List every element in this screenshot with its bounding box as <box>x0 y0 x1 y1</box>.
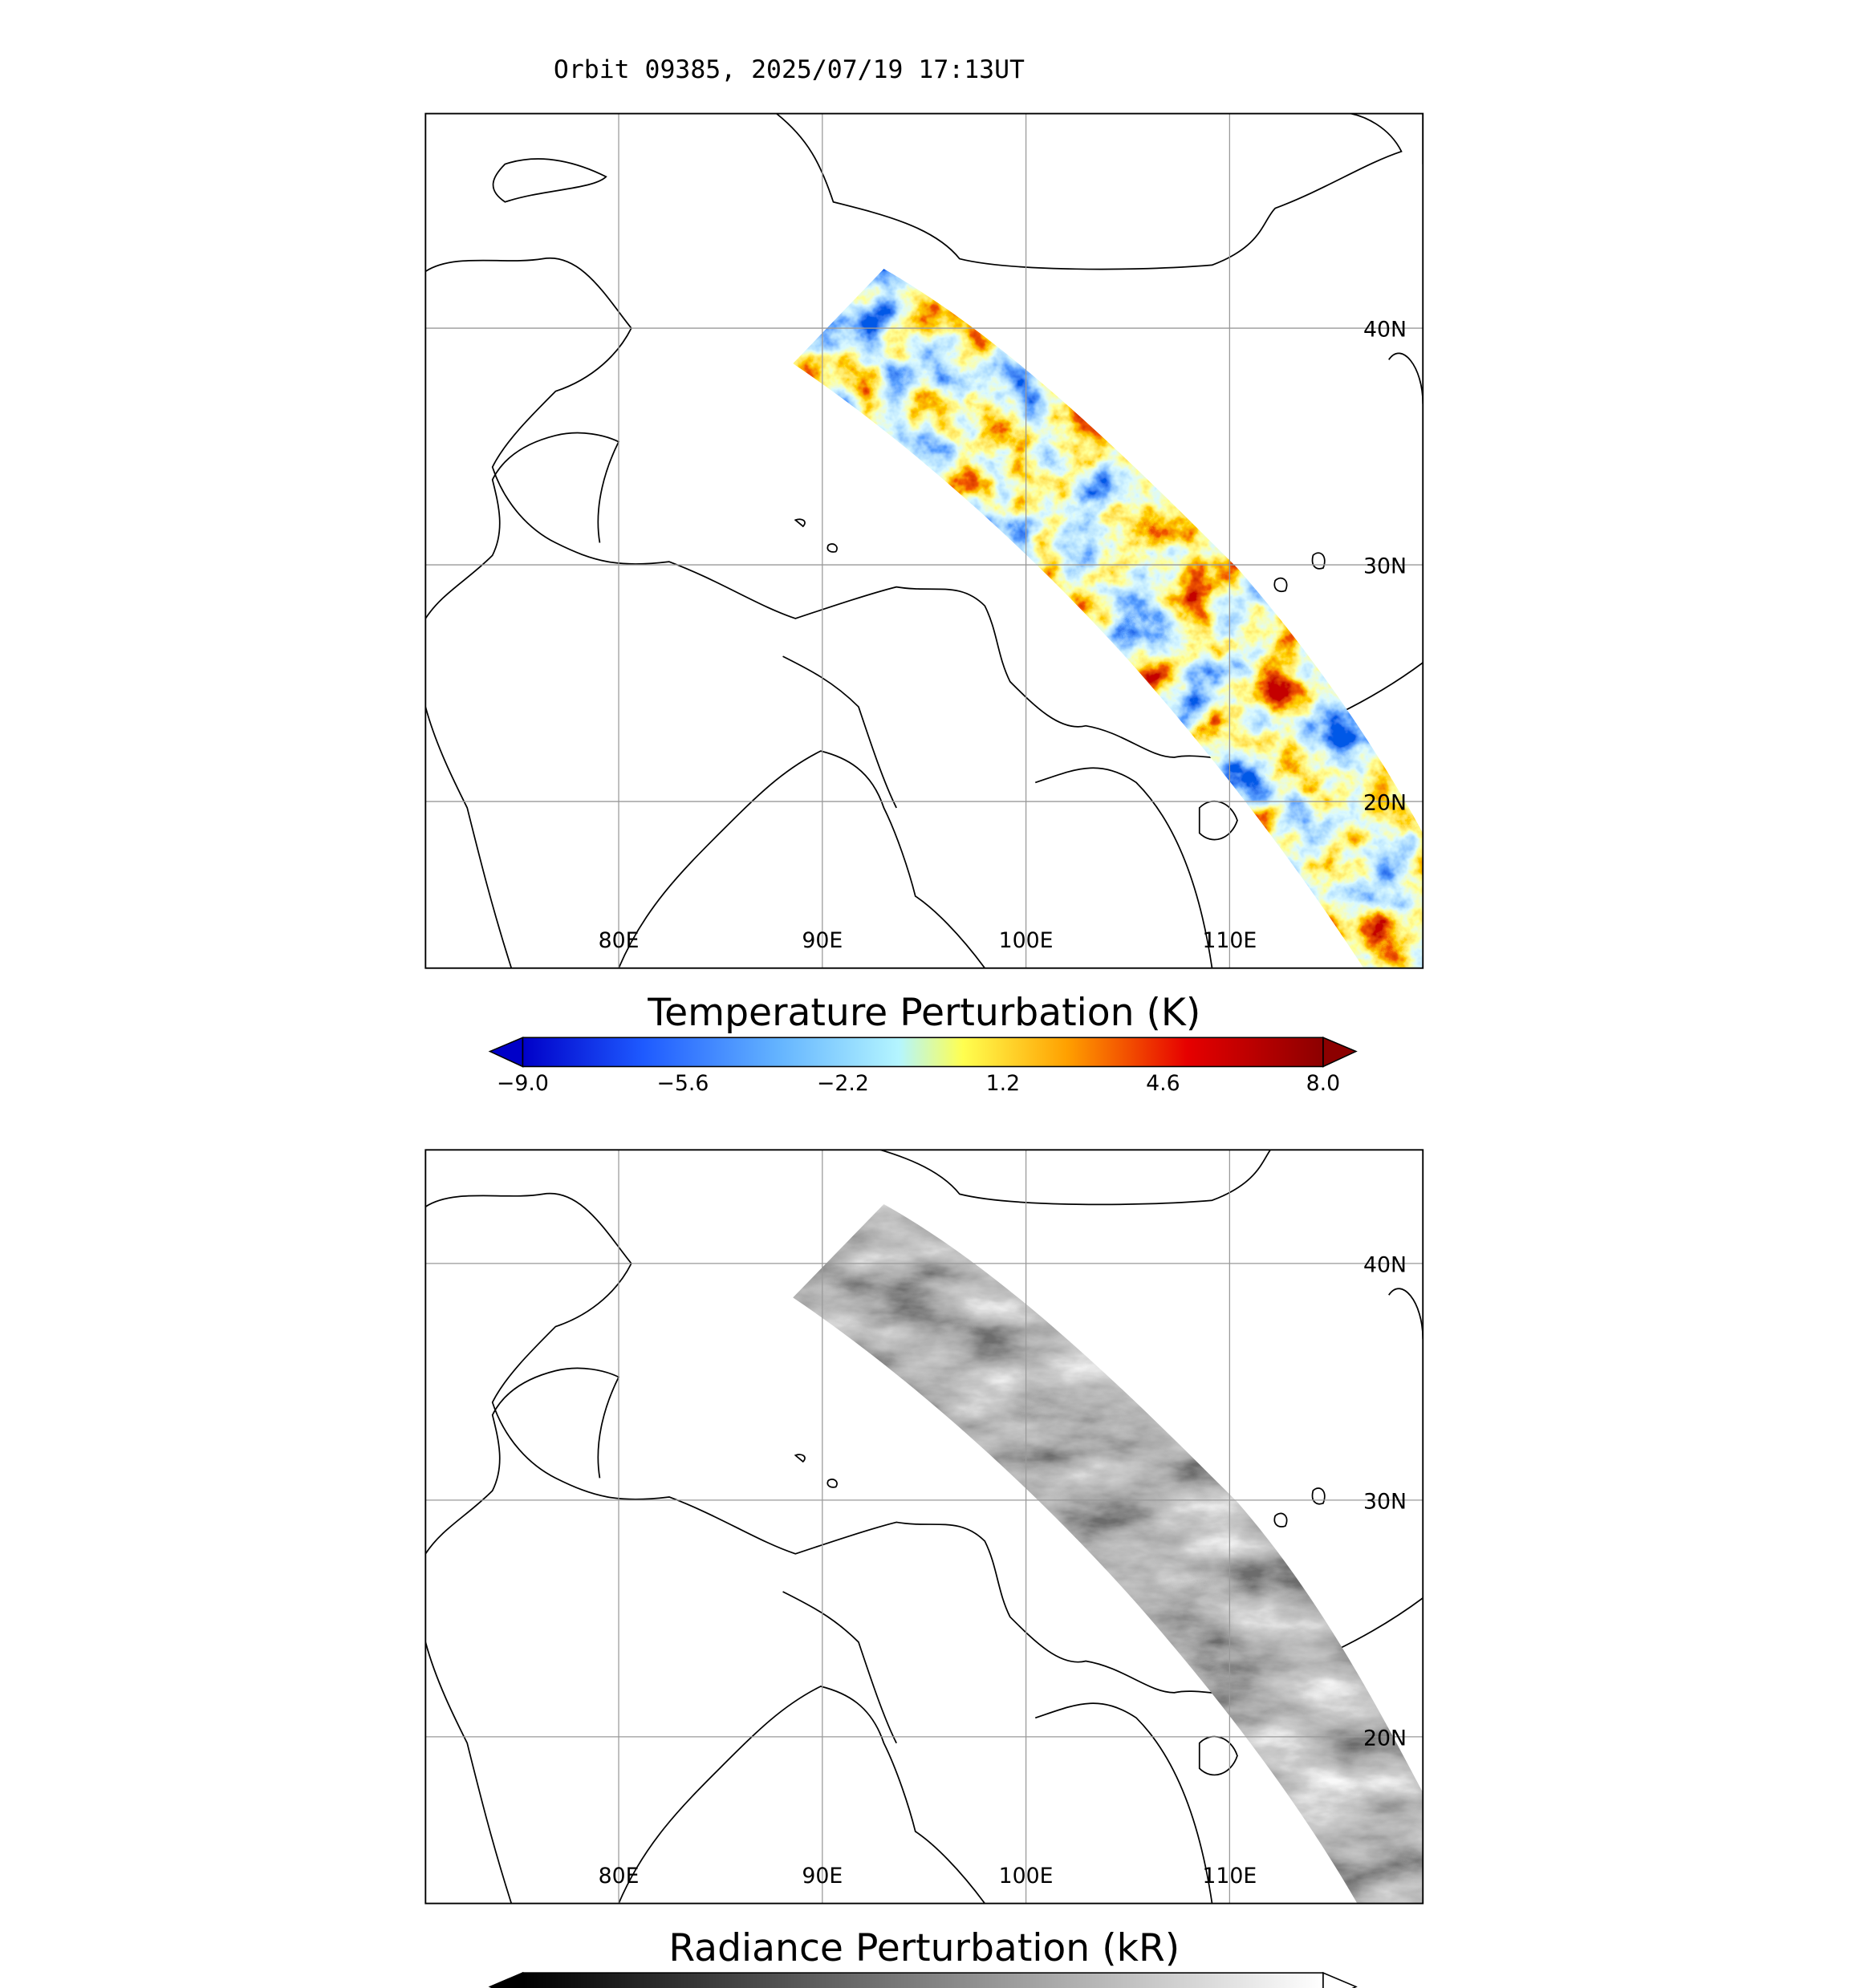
lon-label: 110E <box>1202 928 1257 953</box>
frame <box>424 1149 1424 1905</box>
lon-label: 110E <box>1202 1864 1257 1889</box>
lat-label: 20N <box>1363 1726 1407 1751</box>
temperature-swath <box>793 269 1423 968</box>
lon-label: 100E <box>999 1864 1054 1889</box>
colorbar-extend <box>488 1971 524 1988</box>
colorbar-tick-label: 8.0 <box>1306 1071 1341 1096</box>
colorbar-extend <box>488 1037 524 1068</box>
coastlines <box>425 113 1423 968</box>
frame <box>424 112 1424 969</box>
lon-label: 100E <box>999 928 1054 953</box>
colorbar <box>522 1037 1324 1068</box>
map-panel-2 <box>425 1150 1423 1904</box>
annotations: 80E 90E 100E 110E 40N 30N 20N −9.0 −5.6 −2.2 1.2 4.… <box>425 113 1423 1904</box>
lon-label: 80E <box>599 928 640 953</box>
lat-label: 20N <box>1363 791 1407 816</box>
map-panel-1 <box>425 113 1423 968</box>
colorbar-tick-label: −9.0 <box>497 1071 549 1096</box>
colorbar-extend <box>1322 1971 1358 1988</box>
title: Orbit 09385, 2025/07/19 17:13UT <box>554 55 1025 84</box>
colorbar-tick-label: 4.6 <box>1146 1071 1180 1096</box>
colorbar <box>522 1972 1324 1988</box>
colorbar-label: Radiance Perturbation (kR) <box>668 1926 1180 1970</box>
lat-label: 40N <box>1363 318 1407 343</box>
colorbar-tick-label: 1.2 <box>986 1071 1021 1096</box>
coastlines <box>425 1150 1423 1904</box>
lon-label: 80E <box>599 1864 640 1889</box>
colorbar-tick-label: −2.2 <box>817 1071 869 1096</box>
colorbar-tick-label: −5.6 <box>656 1071 709 1096</box>
lat-label: 40N <box>1363 1253 1407 1278</box>
lon-label: 90E <box>802 1864 843 1889</box>
lat-label: 30N <box>1363 554 1407 579</box>
lon-label: 90E <box>802 928 843 953</box>
radiance-swath <box>793 1203 1423 1904</box>
colorbar-label: Temperature Perturbation (K) <box>647 991 1200 1035</box>
lat-label: 30N <box>1363 1490 1407 1515</box>
colorbar-extend <box>1322 1037 1358 1068</box>
